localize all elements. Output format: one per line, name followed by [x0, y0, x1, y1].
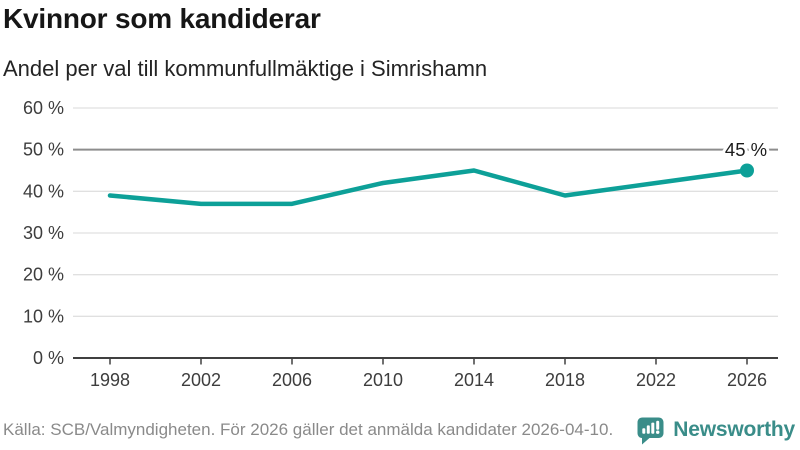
- x-tick-label: 2022: [636, 370, 676, 390]
- x-tick-label: 2002: [181, 370, 221, 390]
- y-tick-label: 20 %: [23, 265, 64, 285]
- y-tick-label: 10 %: [23, 306, 64, 326]
- x-tick-label: 2018: [545, 370, 585, 390]
- line-chart-plot-area: 0 % 10 % 20 % 30 % 40 % 50 % 60 % 1998 2002 2006 2…: [23, 98, 778, 390]
- newsworthy-logo: Newsworthy: [636, 416, 795, 445]
- x-tick-label: 2006: [272, 370, 312, 390]
- chart-footer: Källa: SCB/Valmyndigheten. För 2026 gäll…: [0, 413, 800, 447]
- mini-bar-chart-glyph: [642, 420, 660, 434]
- source-text: Källa: SCB/Valmyndigheten. För 2026 gäll…: [3, 420, 614, 439]
- last-point-label: 45 %: [725, 139, 767, 160]
- x-tick-label: 2014: [454, 370, 494, 390]
- y-tick-label: 60 %: [23, 98, 64, 118]
- newsworthy-wordmark: Newsworthy: [673, 418, 795, 441]
- newsworthy-icon: [637, 417, 664, 444]
- y-tick-label: 30 %: [23, 223, 64, 243]
- y-tick-label: 50 %: [23, 140, 64, 160]
- trend-line: [107, 168, 750, 207]
- chart-title: Kvinnor som kandiderar: [3, 3, 321, 34]
- chart-subtitle: Andel per val till kommunfullmäktige i S…: [3, 56, 488, 81]
- y-tick-label: 40 %: [23, 181, 64, 201]
- x-tick-label: 2026: [727, 370, 767, 390]
- y-tick-label: 0 %: [33, 348, 64, 368]
- x-tick-label: 1998: [90, 370, 130, 390]
- last-point-dot: [740, 163, 754, 178]
- x-tick-label: 2010: [363, 370, 403, 390]
